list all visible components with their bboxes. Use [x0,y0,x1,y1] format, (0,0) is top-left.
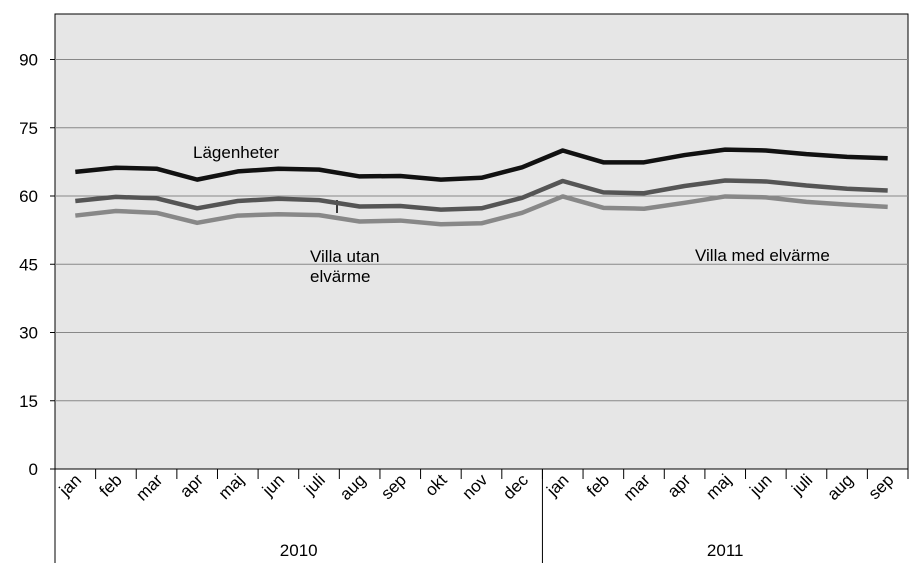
x-tick-label: juli [300,470,329,499]
x-tick-label: aug [823,470,856,503]
x-tick-label: mar [620,470,654,504]
series-line [75,194,888,227]
y-tick-label: 90 [19,51,38,70]
x-tick-label: okt [421,470,451,500]
x-tick-label: feb [96,470,126,500]
x-tick-label: jun [258,470,288,500]
series-label: Villa utan elvärme [310,247,380,286]
x-tick-label: aug [336,470,369,503]
plot-area [54,13,909,470]
y-tick-label: 60 [19,187,38,206]
y-tick-label: 45 [19,255,38,274]
x-tick-label: nov [459,470,492,503]
group-label: 2010 [280,541,318,560]
x-tick-label: feb [583,470,613,500]
x-tick-label: maj [702,470,735,503]
y-tick-label: 0 [29,460,38,479]
series-line [75,178,888,212]
x-tick-label: dec [499,470,532,503]
x-tick-label: apr [176,470,207,501]
x-tick-label: sep [865,470,898,503]
y-tick-label: 75 [19,119,38,138]
x-tick-label: juli [787,470,816,499]
x-tick-label: apr [664,470,695,501]
x-tick-label: jan [55,470,85,500]
series-line [75,147,888,182]
series-label: Lägenheter [193,143,280,162]
x-tick-label: sep [377,470,410,503]
x-tick-label: jun [745,470,775,500]
x-tick-label: mar [132,470,166,504]
y-tick-label: 15 [19,392,38,411]
x-tick-label: maj [215,470,248,503]
x-tick-label: jan [542,470,572,500]
series-label: Villa med elvärme [695,246,830,265]
y-tick-label: 30 [19,324,38,343]
group-label: 2011 [707,541,744,560]
